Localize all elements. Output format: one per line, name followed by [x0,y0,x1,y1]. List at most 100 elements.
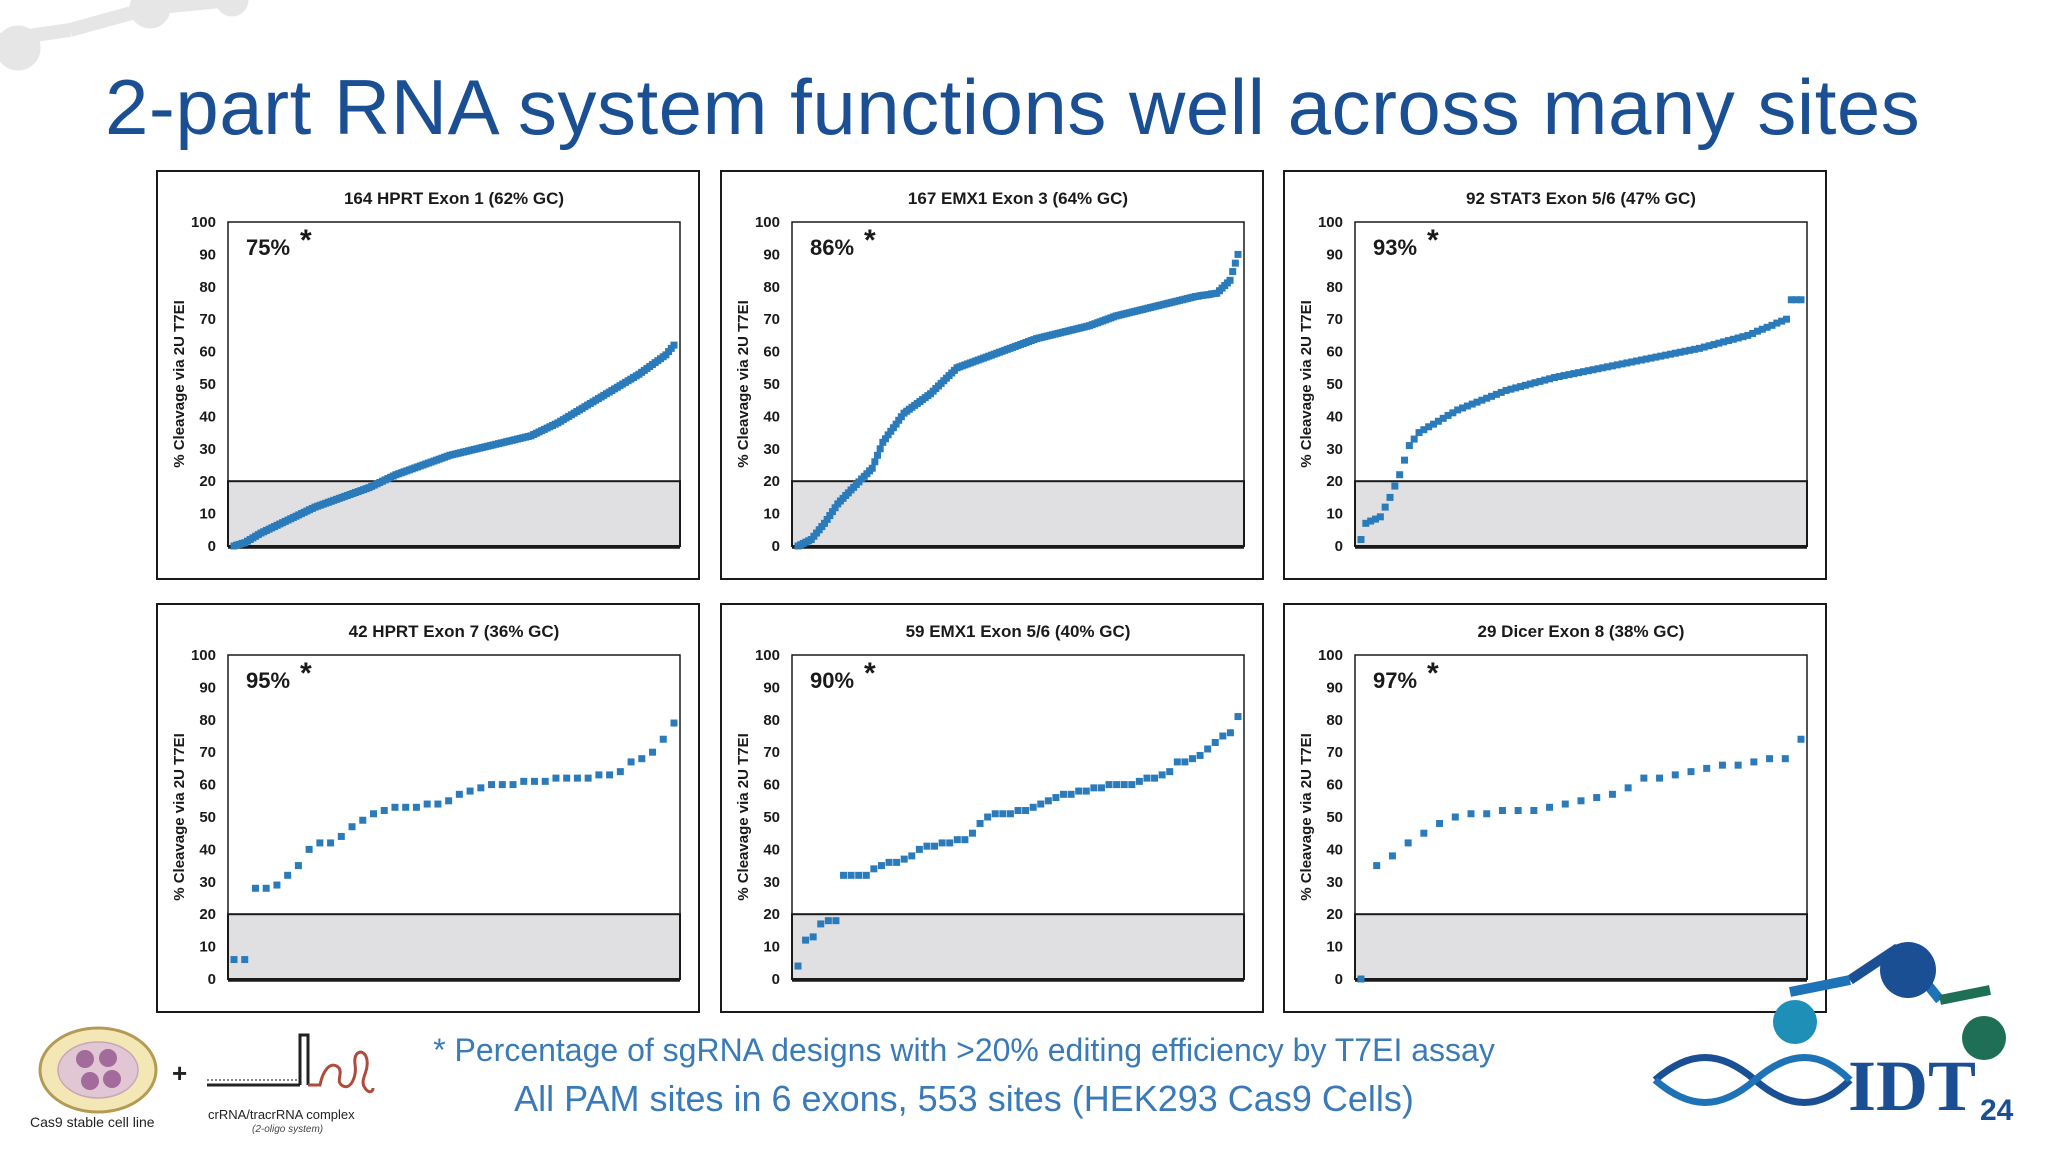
data-point [1686,346,1694,354]
data-point [1715,339,1723,347]
chart-title: 167 EMX1 Exon 3 (64% GC) [908,189,1128,208]
data-point [1666,350,1674,358]
data-point [1401,456,1409,464]
plot-area [791,654,1245,980]
data-point [1797,735,1805,743]
data-point [1090,784,1098,792]
y-axis-label: % Cleavage via 2U T7EI [735,300,752,468]
data-point [961,836,969,844]
data-point [1097,784,1105,792]
data-point [823,515,831,523]
data-point [1483,394,1491,402]
y-tick-label: 20 [1326,473,1343,490]
plot-area [227,654,681,980]
data-point [1029,803,1037,811]
data-point [1530,807,1538,815]
data-point [832,917,840,925]
data-point [1749,329,1757,337]
annotation-percent: 90% [810,668,854,693]
plot-area [227,221,681,547]
data-point [1067,790,1075,798]
data-point [1226,276,1234,284]
data-point [1373,862,1381,870]
data-point [1593,794,1601,802]
y-tick-label: 0 [1335,971,1343,988]
data-point [434,800,442,808]
data-point [1637,356,1645,364]
data-point [1158,771,1166,779]
y-tick-label: 60 [763,344,780,361]
data-point [1575,369,1583,377]
data-point [1128,781,1136,789]
data-point [1430,420,1438,428]
y-tick-label: 70 [1326,744,1343,761]
data-point [879,438,887,446]
rna-label: crRNA/tracrRNA complex [208,1107,355,1122]
data-point [670,719,678,727]
data-point [1391,482,1399,490]
data-point [802,936,810,944]
data-point [1550,374,1558,382]
data-point [1691,345,1699,353]
data-point [1439,414,1447,422]
data-point [563,774,571,782]
data-point [1075,787,1083,795]
annotation-asterisk: * [1427,224,1439,257]
data-point [294,862,302,870]
y-tick-label: 50 [199,809,216,826]
data-point [1113,781,1121,789]
data-point [1173,758,1181,766]
data-point [874,451,882,459]
data-point [1483,810,1491,818]
data-point [606,771,614,779]
data-point [1105,781,1113,789]
logo-text: IDT [1848,1046,1976,1126]
chart-4: 42 HPRT Exon 7 (36% GC) 0 10 20 30 40 50 60 70 80… [171,622,681,988]
data-point [273,881,281,889]
data-point [1507,385,1515,393]
data-point [892,420,900,428]
data-point [884,431,892,439]
data-point [821,519,829,527]
y-tick-label: 100 [755,214,780,231]
y-tick-label: 40 [1326,841,1343,858]
chart-1: 164 HPRT Exon 1 (62% GC) 0 10 20 30 40 50 60 70 8… [171,189,681,555]
data-point [1459,404,1467,412]
data-point [402,803,410,811]
data-point [1531,379,1539,387]
data-point [1618,360,1626,368]
data-point [855,871,863,879]
y-tick-label: 90 [199,679,216,696]
y-tick-label: 90 [763,246,780,263]
data-point [862,871,870,879]
data-point [885,858,893,866]
annotation-percent: 93% [1373,235,1417,260]
data-point [991,810,999,818]
y-tick-label: 30 [763,441,780,458]
y-tick-label: 100 [191,647,216,664]
data-point [1662,351,1670,359]
data-point [1396,471,1404,479]
data-point [817,920,825,928]
data-point [809,933,817,941]
data-point [380,807,388,815]
data-point [1703,764,1711,772]
data-point [1555,373,1563,381]
data-point [1753,327,1761,335]
data-point [1628,358,1636,366]
chart-panel-3: 92 STAT3 Exon 5/6 (47% GC) 0 10 20 30 40 50 60 7… [1283,170,1827,580]
data-point [1763,323,1771,331]
data-point [1720,338,1728,346]
data-point [840,871,848,879]
data-point [923,842,931,850]
y-tick-label: 10 [1326,939,1343,956]
data-point [877,862,885,870]
data-point [423,800,431,808]
data-point [670,341,678,349]
y-tick-label: 0 [772,538,780,555]
chart-title: 29 Dicer Exon 8 (38% GC) [1478,622,1685,641]
data-point [1022,807,1030,815]
data-point [1705,342,1713,350]
y-axis-label: % Cleavage via 2U T7EI [171,300,188,468]
data-point [627,758,635,766]
